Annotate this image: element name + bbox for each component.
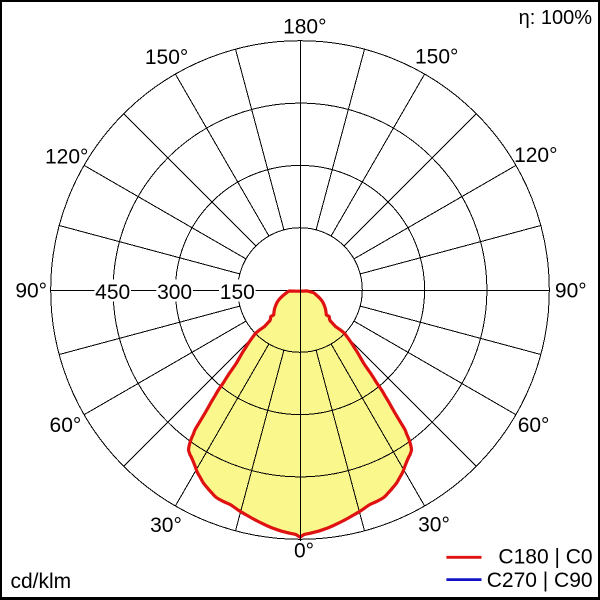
svg-text:150°: 150° [415, 45, 458, 68]
svg-text:90°: 90° [555, 279, 587, 302]
svg-text:300: 300 [157, 281, 192, 304]
svg-text:30°: 30° [150, 514, 182, 537]
svg-text:30°: 30° [418, 513, 450, 536]
svg-text:150: 150 [220, 281, 255, 304]
svg-text:450: 450 [95, 281, 130, 304]
svg-text:η: 100%: η: 100% [519, 7, 593, 29]
svg-text:120°: 120° [514, 144, 557, 167]
svg-text:C270 | C90: C270 | C90 [487, 569, 593, 592]
svg-text:180°: 180° [283, 16, 326, 39]
svg-text:0°: 0° [294, 540, 314, 563]
svg-text:90°: 90° [15, 279, 47, 302]
svg-text:60°: 60° [518, 414, 550, 437]
svg-text:C180 | C0: C180 | C0 [498, 546, 592, 569]
svg-text:cd/klm: cd/klm [11, 570, 72, 593]
svg-text:60°: 60° [50, 414, 82, 437]
svg-text:120°: 120° [45, 145, 88, 168]
svg-text:150°: 150° [145, 46, 188, 69]
